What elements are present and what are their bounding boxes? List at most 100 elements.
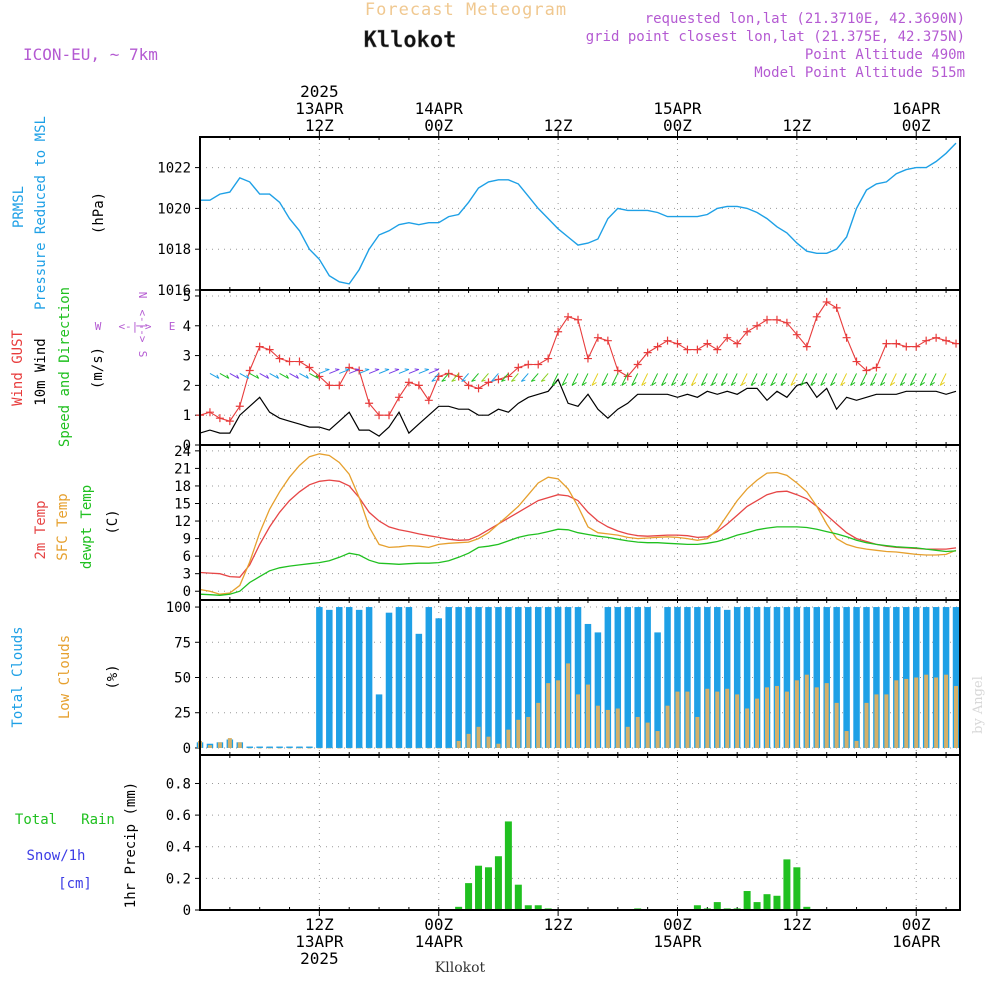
gust-marker bbox=[942, 336, 951, 345]
wind-direction-arrow bbox=[671, 373, 678, 386]
gust-marker bbox=[255, 342, 264, 351]
total-cloud-bar bbox=[952, 607, 960, 748]
x-axis-top-label: 00Z bbox=[424, 116, 453, 135]
wind-direction-arrow bbox=[388, 368, 400, 374]
y-tick-label: 0 bbox=[183, 741, 191, 757]
total-cloud-bar bbox=[833, 607, 840, 748]
low-cloud-bar bbox=[615, 708, 620, 748]
low-cloud-bar bbox=[387, 747, 392, 749]
temp-line-1 bbox=[199, 453, 957, 595]
x-axis-top-label: 12Z bbox=[305, 116, 334, 135]
rain-bar bbox=[524, 905, 532, 910]
total-cloud-bar bbox=[644, 607, 651, 748]
low-cloud-bar bbox=[725, 688, 730, 748]
y-tick-label: 4 bbox=[183, 319, 191, 335]
precip-label-rain: Rain bbox=[81, 812, 115, 828]
wind-direction-arrow bbox=[481, 373, 489, 382]
compass-west: W bbox=[95, 320, 102, 333]
low-cloud-bar bbox=[715, 691, 720, 748]
total-cloud-bar bbox=[415, 633, 423, 748]
x-axis-bottom-label: 12Z bbox=[544, 915, 573, 934]
total-cloud-bar bbox=[345, 607, 353, 748]
low-cloud-bar bbox=[914, 677, 919, 748]
compass-col: <-|-> bbox=[136, 309, 149, 342]
total-cloud-bar bbox=[654, 632, 661, 748]
low-cloud-bar bbox=[834, 702, 839, 748]
x-axis-bottom-label: 00Z bbox=[663, 915, 692, 934]
temp-label-unit: (C) bbox=[105, 509, 121, 534]
wind-direction-arrow bbox=[378, 368, 390, 374]
wind-direction-arrow bbox=[840, 373, 848, 386]
compass-row: <-|-> bbox=[118, 320, 151, 333]
precip-label-unit: 1hr Precip (mm) bbox=[123, 782, 139, 908]
y-tick-label: 0 bbox=[183, 903, 191, 919]
low-cloud-bar bbox=[367, 747, 372, 749]
gust-marker bbox=[912, 342, 921, 351]
wind-direction-arrow bbox=[710, 373, 718, 386]
total-cloud-bar bbox=[505, 607, 512, 748]
total-cloud-bar bbox=[375, 694, 383, 748]
x-axis-top-label: 00Z bbox=[663, 116, 692, 135]
total-cloud-bar bbox=[763, 607, 771, 748]
y-tick-label: 75 bbox=[174, 635, 191, 651]
x-axis-bottom-label: 12Z bbox=[305, 915, 334, 934]
y-tick-label: 25 bbox=[174, 706, 191, 722]
y-tick-label: 0 bbox=[183, 584, 191, 600]
total-cloud-bar bbox=[515, 607, 522, 748]
low-cloud-bar bbox=[934, 677, 939, 748]
wind-direction-arrow bbox=[869, 373, 877, 386]
total-cloud-bar bbox=[405, 607, 413, 748]
gust-marker bbox=[792, 330, 801, 339]
y-tick-label: 21 bbox=[174, 461, 191, 477]
total-cloud-bar bbox=[544, 607, 552, 748]
temp-line-0 bbox=[199, 479, 957, 578]
gust-marker bbox=[882, 339, 891, 348]
wind-direction-arrow bbox=[939, 373, 947, 386]
low-cloud-bar bbox=[396, 747, 401, 749]
wind-direction-arrow bbox=[428, 368, 439, 374]
rain-bar bbox=[693, 905, 701, 910]
gust-marker bbox=[633, 360, 642, 369]
wind-direction-arrow bbox=[501, 373, 509, 382]
total-cloud-bar bbox=[525, 607, 532, 748]
rain-bar bbox=[753, 902, 761, 910]
gust-marker bbox=[713, 345, 722, 354]
gust-marker bbox=[335, 381, 344, 390]
wind-direction-arrow bbox=[571, 373, 579, 386]
cloud-label-unit: (%) bbox=[105, 664, 121, 689]
gust-marker bbox=[275, 354, 284, 363]
x-axis-bottom-label: 16APR bbox=[892, 932, 941, 951]
model-label: ICON-EU, ~ 7km bbox=[23, 45, 158, 64]
low-cloud-bar bbox=[774, 685, 779, 748]
x-axis-top-label: 12Z bbox=[544, 116, 573, 135]
wind-direction-arrow bbox=[651, 373, 659, 386]
x-axis-bottom-label: 00Z bbox=[424, 915, 453, 934]
total-cloud-bar bbox=[684, 607, 691, 748]
total-cloud-bar bbox=[256, 746, 263, 748]
wind-direction-arrow bbox=[510, 373, 519, 382]
low-cloud-bar bbox=[237, 742, 242, 748]
total-cloud-bar bbox=[445, 607, 452, 748]
x-axis-top-label: 00Z bbox=[902, 116, 931, 135]
credit-watermark: by Angel bbox=[971, 676, 986, 734]
total-cloud-bar bbox=[455, 607, 462, 748]
low-cloud-bar bbox=[287, 747, 292, 749]
gust-marker bbox=[743, 327, 752, 336]
low-cloud-bar bbox=[526, 716, 531, 748]
gust-marker bbox=[554, 327, 563, 336]
gust-marker bbox=[862, 366, 871, 375]
x-axis-bottom-label: 15APR bbox=[653, 932, 702, 951]
total-cloud-bar bbox=[863, 607, 870, 748]
total-cloud-bar bbox=[743, 607, 751, 748]
low-cloud-bar bbox=[695, 716, 700, 748]
low-cloud-bar bbox=[844, 731, 849, 748]
total-cloud-bar bbox=[773, 607, 781, 748]
wind-direction-arrow bbox=[820, 373, 828, 386]
wind-direction-arrow bbox=[700, 373, 708, 386]
total-cloud-bar bbox=[843, 607, 850, 748]
y-tick-label: 0.8 bbox=[166, 776, 191, 792]
total-cloud-bar bbox=[286, 746, 293, 748]
wind-direction-arrow bbox=[471, 373, 479, 382]
wind-direction-arrow bbox=[339, 368, 350, 374]
gust-marker bbox=[753, 321, 762, 330]
